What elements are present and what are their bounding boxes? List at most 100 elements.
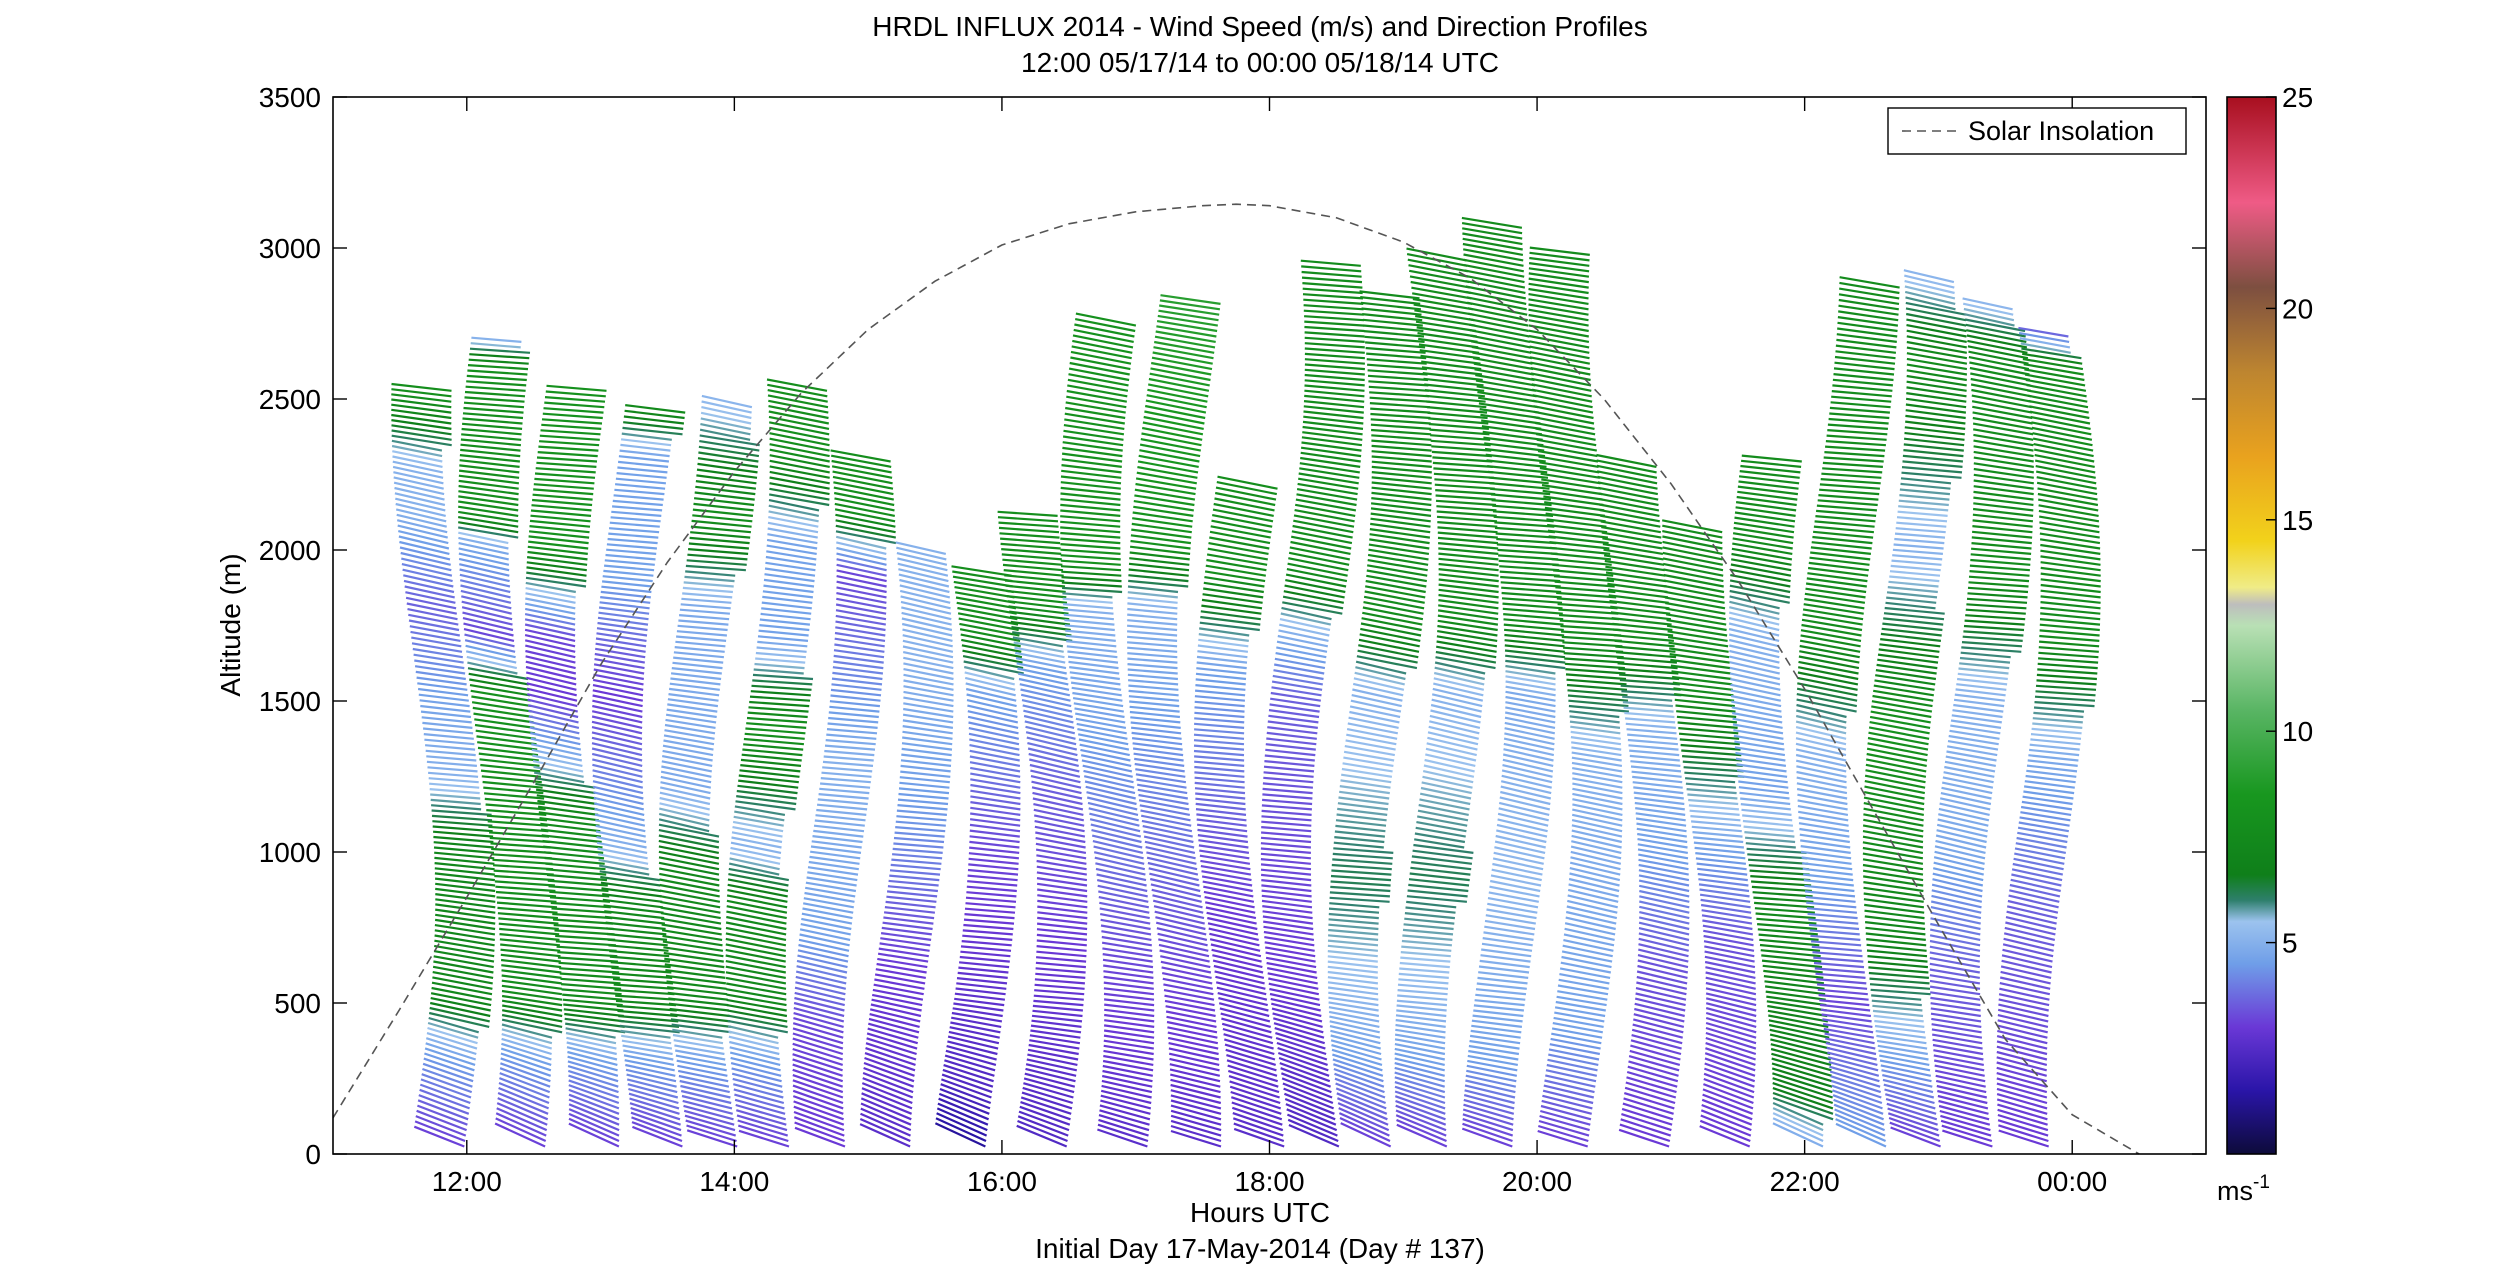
wind-barb [1395, 1099, 1446, 1121]
wind-barb [1288, 551, 1350, 566]
wind-barb [1196, 667, 1247, 675]
wind-barb [1905, 403, 1967, 414]
wind-barb [1833, 1098, 1884, 1121]
wind-barb [1432, 687, 1484, 702]
wind-barb [732, 1077, 783, 1094]
wind-barb [2024, 780, 2075, 789]
wind-barb [961, 940, 1012, 947]
wind-barb [731, 1067, 782, 1083]
wind-barb [1438, 557, 1499, 566]
wind-barb [1394, 1095, 1446, 1115]
wind-barb [408, 619, 460, 632]
wind-barb [1564, 922, 1616, 936]
wind-barb [1693, 836, 1744, 844]
wind-barb [1327, 981, 1379, 990]
wind-barb [568, 1079, 620, 1099]
wind-barb [1347, 722, 1399, 735]
wind-barb [1132, 742, 1183, 751]
wind-barb [658, 834, 720, 849]
wind-barb [1030, 1029, 1081, 1039]
wind-barb [1970, 553, 2031, 561]
wind-barb [1226, 1054, 1277, 1072]
wind-barb [1303, 298, 1364, 305]
wind-barb [598, 611, 649, 621]
wind-barb [1462, 237, 1523, 251]
wind-barb [1495, 532, 1556, 539]
wind-barb [1470, 1029, 1521, 1039]
wind-barb [1072, 697, 1124, 708]
wind-barb [1570, 736, 1622, 746]
wind-barb [1438, 552, 1499, 561]
wind-barb [427, 766, 478, 773]
wind-barb [1194, 700, 1245, 708]
wind-barb [888, 879, 939, 887]
wind-barb [553, 923, 614, 931]
wind-barb [459, 573, 511, 588]
wind-barb [1564, 927, 1615, 941]
wind-barb [749, 695, 811, 702]
wind-barb [1772, 1087, 1834, 1110]
wind-barb [1863, 892, 1924, 903]
wind-barb [1864, 785, 1925, 800]
wind-barb [700, 411, 752, 425]
wind-barb [672, 1033, 724, 1045]
wind-barb [594, 813, 646, 827]
wind-barb [1563, 652, 1624, 659]
wind-barb [1030, 769, 1081, 784]
wind-barb [1728, 638, 1780, 653]
wind-barb [410, 630, 461, 642]
wind-barb [1469, 1039, 1520, 1050]
wind-barb [1796, 776, 1847, 789]
wind-barb [747, 711, 808, 719]
wind-barb [868, 1022, 919, 1039]
wind-barb [734, 805, 786, 816]
wind-barb [1103, 998, 1155, 1007]
wind-barb [484, 797, 545, 806]
wind-barb [1100, 1099, 1151, 1115]
wind-barb [1033, 999, 1084, 1007]
wind-barb [1207, 547, 1268, 561]
wind-barb [1262, 793, 1313, 800]
wind-barb [467, 661, 518, 675]
wind-barb [1796, 703, 1847, 719]
wind-barb [735, 1103, 787, 1121]
wind-barb [431, 986, 492, 1001]
wind-barb [1097, 1128, 1148, 1148]
wind-barb [1737, 774, 1788, 784]
wind-barb [429, 1006, 490, 1023]
wind-barb [623, 421, 684, 430]
wind-barb [1930, 1012, 1982, 1023]
wind-barb [1396, 999, 1447, 1007]
wind-barb [1531, 388, 1593, 403]
wind-barb [1406, 247, 1467, 262]
wind-barb [605, 553, 656, 561]
wind-barb [960, 633, 1021, 648]
wind-barb [603, 904, 664, 914]
wind-barb [963, 918, 1015, 925]
wind-barb [834, 631, 886, 642]
wind-barb [1279, 623, 1330, 637]
wind-barb [1330, 880, 1391, 887]
wind-barb [530, 731, 581, 746]
wind-barb [391, 439, 443, 452]
wind-barb [696, 468, 758, 479]
wind-barb [1808, 561, 1869, 572]
wind-barb [1154, 910, 1205, 925]
wind-barb [936, 1112, 988, 1137]
wind-barb [1138, 799, 1190, 811]
wind-barb [1549, 541, 1610, 550]
wind-barb [741, 753, 802, 762]
wind-barb [739, 769, 800, 778]
wind-barb [1425, 747, 1477, 762]
wind-barb [1150, 367, 1211, 382]
wind-barb [689, 536, 750, 545]
wind-barb [1740, 797, 1791, 806]
wind-barb [1862, 846, 1924, 860]
wind-barb [1626, 1076, 1677, 1094]
wind-barb [434, 872, 496, 882]
wind-barb [1360, 622, 1422, 637]
wind-barb [1500, 780, 1552, 795]
wind-barb [1881, 627, 1942, 637]
wind-barb [1996, 1098, 2048, 1115]
wind-barb [1030, 1024, 1082, 1034]
